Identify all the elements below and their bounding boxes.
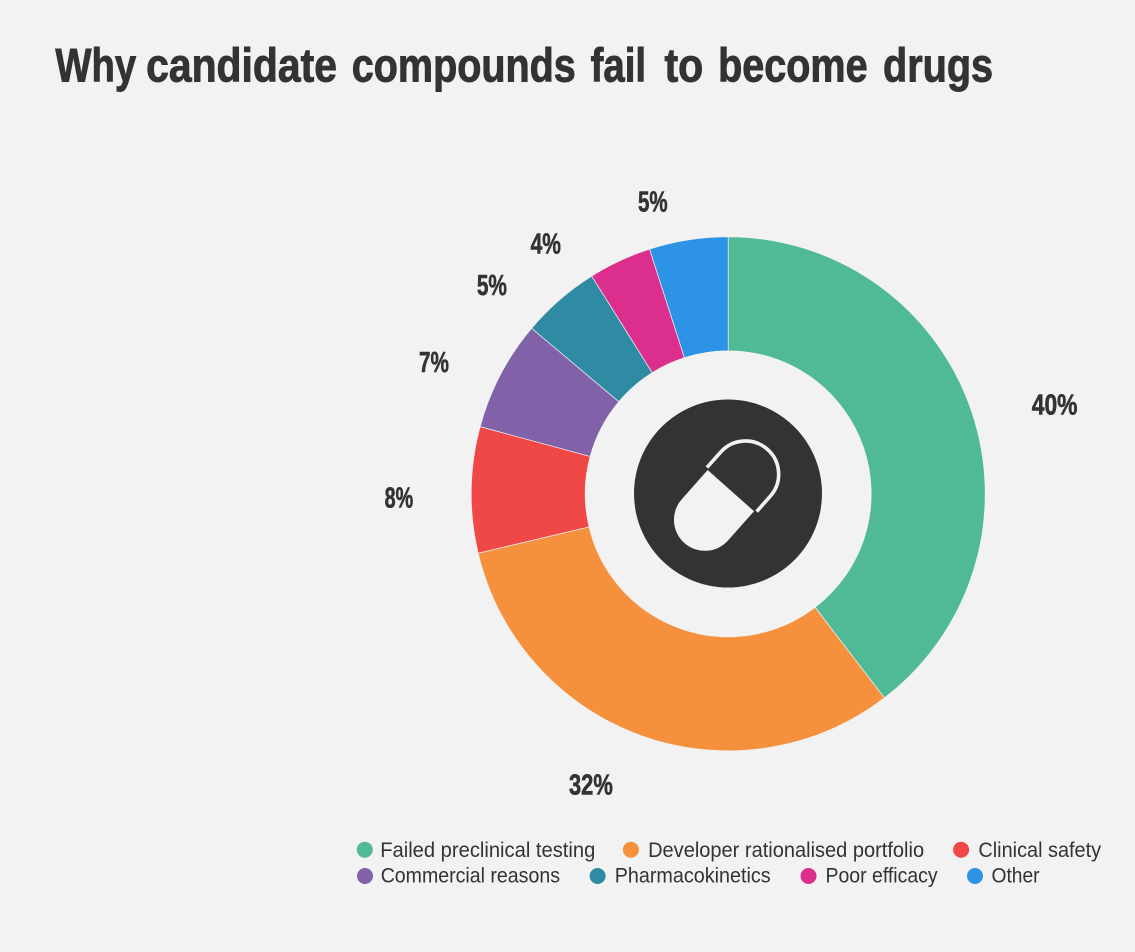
svg-text:Other: Other (992, 865, 1040, 888)
svg-text:40%: 40% (1032, 390, 1078, 422)
svg-text:Why: Why (55, 38, 136, 91)
svg-text:Developer rationalised portfol: Developer rationalised portfolio (648, 839, 924, 862)
svg-text:Poor efficacy: Poor efficacy (826, 865, 939, 888)
svg-text:4%: 4% (531, 229, 561, 261)
svg-text:become: become (718, 38, 868, 91)
svg-text:compounds: compounds (352, 38, 576, 91)
svg-text:8%: 8% (385, 482, 414, 514)
svg-text:5%: 5% (638, 187, 668, 219)
svg-text:Failed preclinical testing: Failed preclinical testing (380, 839, 595, 862)
svg-text:fail: fail (591, 38, 647, 91)
svg-text:Clinical safety: Clinical safety (978, 839, 1101, 862)
svg-text:32%: 32% (569, 770, 613, 802)
svg-text:Commercial reasons: Commercial reasons (381, 865, 560, 888)
svg-text:candidate: candidate (146, 38, 337, 91)
svg-text:to: to (665, 38, 704, 91)
svg-text:drugs: drugs (883, 38, 993, 91)
svg-text:5%: 5% (477, 270, 507, 302)
svg-text:Pharmacokinetics: Pharmacokinetics (615, 865, 771, 888)
svg-text:7%: 7% (419, 347, 449, 379)
